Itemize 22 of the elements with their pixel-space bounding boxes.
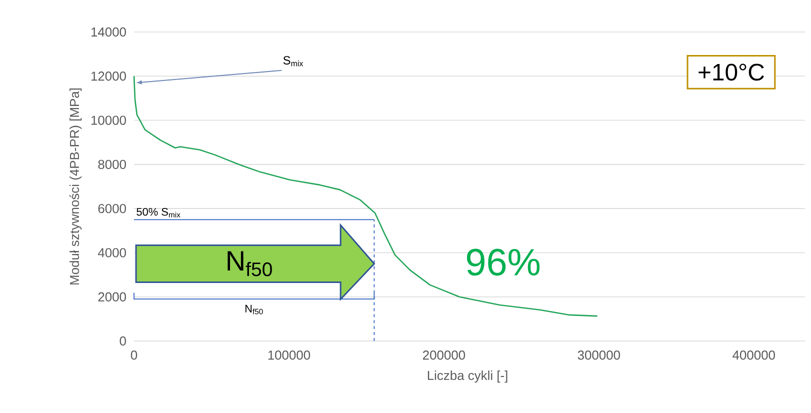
line-series [133, 75, 598, 317]
annotation: N$_{f50}$ [228, 251, 272, 276]
ref-line-label: 50% S$_{mix}$ [136, 208, 180, 218]
annotation: S$_{mix}$ [283, 56, 304, 66]
y-tick-label: 2000 [98, 292, 126, 302]
y-axis-title: Moduł sztywności (4PB-PR) [MPa] [69, 88, 82, 284]
x-tick-label: 300000 [578, 350, 620, 360]
y-tick-label: 8000 [98, 160, 126, 170]
y-tick-label: 14000 [91, 27, 126, 37]
annotation: +10°C [698, 64, 764, 81]
y-tick-label: 12000 [91, 72, 126, 81]
y-tick-label: 0 [120, 336, 126, 346]
annotation: N$_{f50}$ [245, 304, 263, 314]
y-tick-label: 4000 [98, 248, 126, 258]
x-tick-label: 0 [130, 350, 138, 360]
y-tick-label: 6000 [98, 204, 126, 214]
y-tick-label: 10000 [91, 116, 126, 125]
x-tick-label: 100000 [268, 350, 310, 360]
x-tick-label: 200000 [422, 350, 466, 360]
x-tick-label: 400000 [732, 350, 775, 360]
x-axis-title: Liczba cykli [-] [428, 370, 508, 383]
annotation: 96% [466, 248, 540, 276]
